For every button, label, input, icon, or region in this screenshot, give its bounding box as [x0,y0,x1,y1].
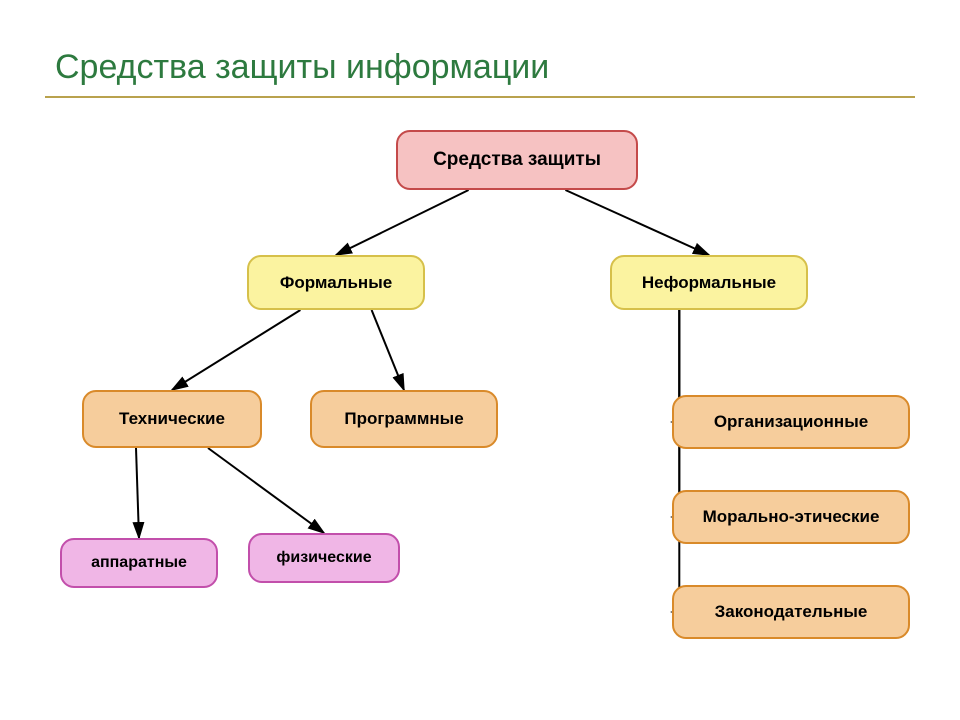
node-root: Средства защиты [396,130,638,190]
node-software: Программные [310,390,498,448]
node-organizational: Организационные [672,395,910,449]
node-label: Законодательные [715,602,868,622]
node-formal: Формальные [247,255,425,310]
node-label: Морально-этические [703,507,880,527]
node-legislative: Законодательные [672,585,910,639]
title-underline [45,96,915,98]
node-label: Организационные [714,412,868,432]
node-label: Средства защиты [433,149,601,171]
node-physical: физические [248,533,400,583]
node-technical: Технические [82,390,262,448]
node-label: Формальные [280,273,392,293]
node-label: физические [276,549,371,567]
node-informal: Неформальные [610,255,808,310]
node-label: аппаратные [91,554,187,572]
node-moral-ethical: Морально-этические [672,490,910,544]
node-label: Технические [119,409,225,429]
slide-title: Средства защиты информации [55,48,549,87]
node-hardware: аппаратные [60,538,218,588]
node-label: Неформальные [642,273,776,293]
node-label: Программные [344,409,463,429]
slide: Средства защиты информации Средства защи… [0,0,960,720]
